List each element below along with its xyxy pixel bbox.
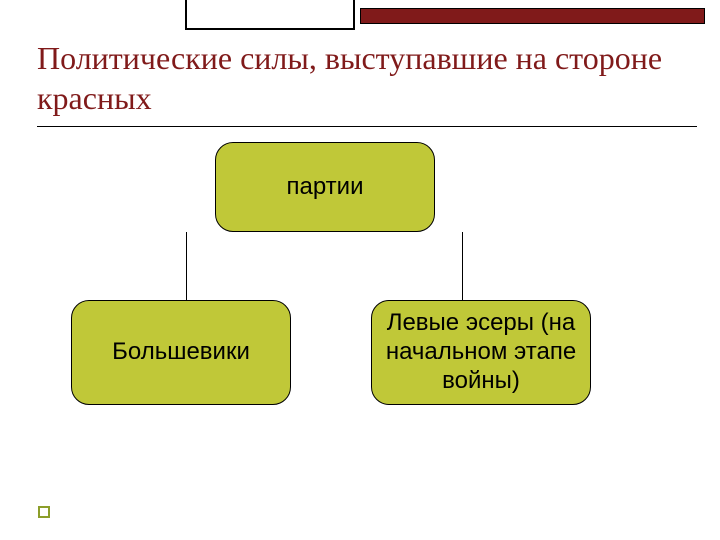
node-left-label: Большевики bbox=[112, 338, 250, 367]
node-root-label: партии bbox=[287, 173, 364, 202]
edge-root-right bbox=[462, 232, 463, 300]
top-decoration-box bbox=[185, 0, 355, 30]
top-accent-bar bbox=[360, 8, 705, 24]
edge-root-left bbox=[186, 232, 187, 300]
title-underline bbox=[37, 126, 697, 127]
bullet-square-icon bbox=[38, 506, 50, 518]
node-right: Левые эсеры (на начальном этапе войны) bbox=[371, 300, 591, 405]
node-left: Большевики bbox=[71, 300, 291, 405]
node-right-label: Левые эсеры (на начальном этапе войны) bbox=[378, 309, 584, 395]
slide-title: Политические силы, выступавшие на сторон… bbox=[37, 38, 687, 118]
node-root: партии bbox=[215, 142, 435, 232]
